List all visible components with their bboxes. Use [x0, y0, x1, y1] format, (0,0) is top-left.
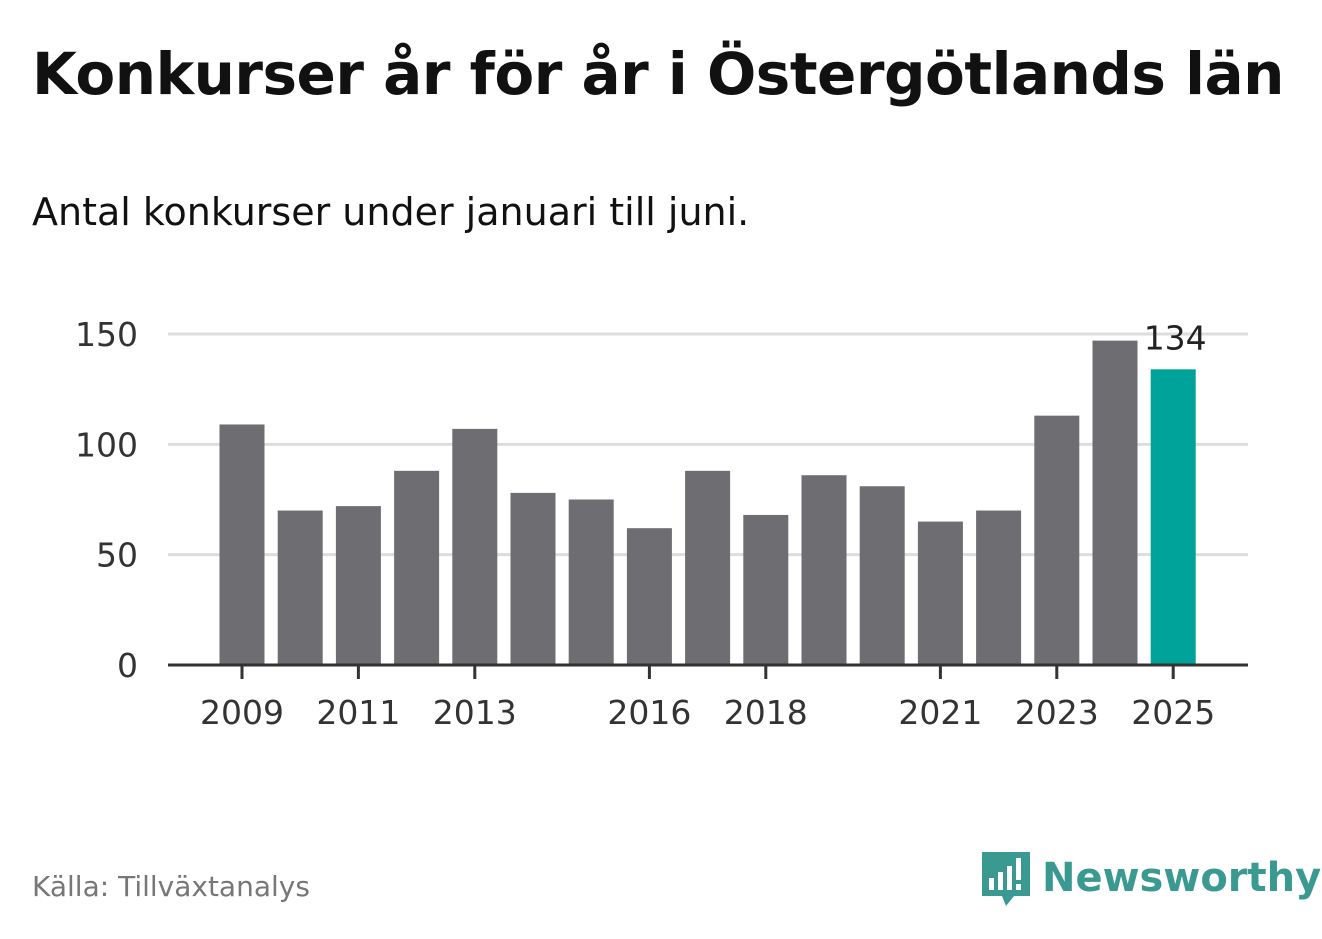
bar-2013: [452, 428, 498, 665]
bar-2016: [626, 528, 672, 665]
bars: [219, 340, 1196, 665]
x-tick-label: 2011: [316, 693, 400, 732]
x-tick-label: 2023: [1015, 693, 1099, 732]
x-tick-label: 2018: [724, 693, 808, 732]
labels: 134: [1144, 318, 1207, 357]
bar-2017: [685, 470, 731, 665]
bar-2024: [1092, 340, 1138, 665]
y-tick-label: 150: [75, 315, 138, 354]
bar-2009: [219, 424, 265, 665]
bar-2022: [976, 510, 1022, 665]
x-tick-label: 2009: [200, 693, 284, 732]
bar-2015: [568, 499, 614, 665]
bar-2018: [743, 514, 789, 665]
brand-name: Newsworthy: [1042, 855, 1322, 901]
y-tick-label: 0: [117, 646, 138, 685]
data-label: 134: [1144, 318, 1207, 357]
brand-logo: Newsworthy: [980, 848, 1321, 908]
bar-2023: [1034, 415, 1080, 665]
bar-2010: [277, 510, 323, 665]
bar-chart-speech-bubble-icon: [982, 852, 1030, 906]
y-tick-label: 50: [96, 536, 138, 575]
y-tick-label: 100: [75, 425, 138, 464]
bar-2020: [859, 486, 905, 665]
bar-2011: [335, 506, 381, 665]
bar-2021: [917, 521, 963, 665]
chart-title: Konkurser år för år i Östergötlands län: [32, 40, 1284, 108]
source-note: Källa: Tillväxtanalys: [32, 870, 310, 903]
bar-2014: [510, 492, 556, 665]
x-tick-label: 2016: [607, 693, 691, 732]
x-tick-label: 2021: [898, 693, 982, 732]
x-tick-label: 2025: [1131, 693, 1215, 732]
bar-2025: [1150, 369, 1196, 665]
bar-chart: 0 50 100 150 2009 2011 2013 2016 2018 2021 2023 202…: [75, 315, 1248, 732]
x-tick-label: 2013: [433, 693, 517, 732]
bar-2019: [801, 475, 847, 665]
bar-2012: [394, 470, 440, 665]
axes: 0 50 100 150 2009 2011 2013 2016 2018 2021 2023 202…: [75, 315, 1248, 732]
chart-subtitle: Antal konkurser under januari till juni.: [32, 190, 750, 234]
